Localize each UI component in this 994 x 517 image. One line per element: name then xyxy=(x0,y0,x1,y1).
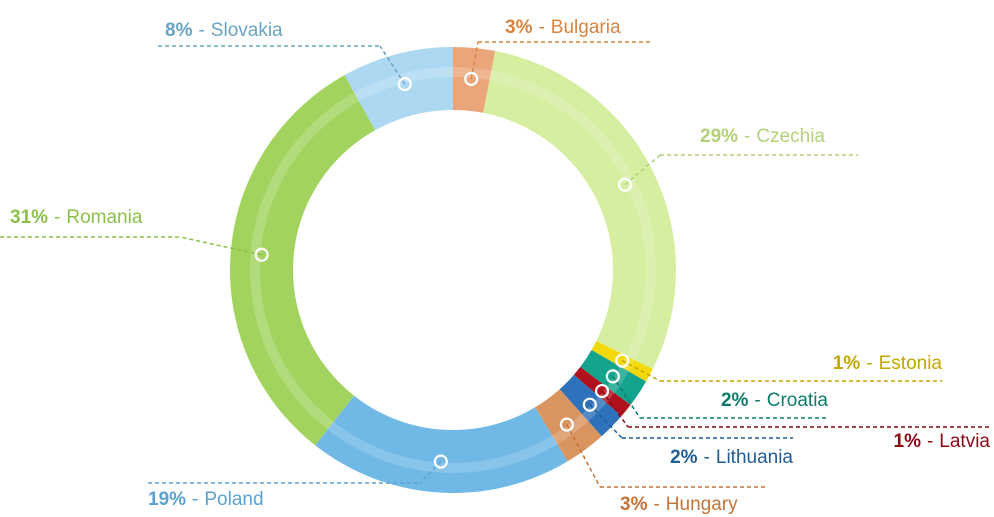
donut-segment xyxy=(315,395,568,493)
segment-marker xyxy=(397,77,412,92)
category-label: Croatia xyxy=(767,390,829,411)
label-separator: - xyxy=(704,447,710,468)
category-label: Slovakia xyxy=(211,20,283,41)
category-label: Estonia xyxy=(879,353,943,374)
leader-line xyxy=(379,45,406,85)
value-label: 19% xyxy=(148,489,186,510)
segment-marker xyxy=(582,397,597,412)
label-separator: - xyxy=(927,431,933,452)
leader-line xyxy=(470,41,479,80)
category-label: Poland xyxy=(204,489,263,510)
data-label: 2% - Croatia xyxy=(721,390,828,411)
donut-segment xyxy=(535,389,602,462)
data-label: 8% - Slovakia xyxy=(165,20,283,41)
leader-line xyxy=(624,154,661,186)
label-separator: - xyxy=(754,390,760,411)
category-label: Latvia xyxy=(939,431,990,452)
segment-marker xyxy=(617,177,633,192)
category-label: Bulgaria xyxy=(551,17,621,38)
data-label: 3% - Hungary xyxy=(620,494,738,515)
value-label: 8% xyxy=(165,20,193,41)
segment-marker xyxy=(433,454,448,469)
category-label: Lithuania xyxy=(716,447,794,468)
donut-segment xyxy=(453,47,496,113)
leader-line xyxy=(419,461,442,484)
donut-segment xyxy=(344,47,453,131)
segment-marker xyxy=(594,383,610,399)
segment-marker xyxy=(615,353,630,368)
segment-marker xyxy=(464,71,479,86)
leader-line xyxy=(612,375,641,419)
leader-line xyxy=(621,360,661,382)
value-label: 2% xyxy=(670,447,698,468)
label-separator: - xyxy=(54,207,60,228)
segment-marker xyxy=(605,369,620,384)
data-label: 2% - Lithuania xyxy=(670,447,793,468)
data-label: 1% - Latvia xyxy=(894,431,991,452)
value-label: 1% xyxy=(894,431,922,452)
donut-segment xyxy=(230,75,376,446)
label-separator: - xyxy=(866,353,872,374)
data-label: 3% - Bulgaria xyxy=(505,17,621,38)
leader-line xyxy=(566,424,601,488)
leader-line xyxy=(589,404,623,439)
value-label: 3% xyxy=(505,17,533,38)
value-label: 3% xyxy=(620,494,648,515)
label-separator: - xyxy=(198,20,204,41)
label-separator: - xyxy=(538,17,544,38)
leader-line xyxy=(601,390,629,428)
category-label: Romania xyxy=(66,207,142,228)
value-label: 1% xyxy=(833,353,861,374)
segment-marker xyxy=(254,247,269,262)
value-label: 29% xyxy=(700,126,738,147)
ring-highlight xyxy=(250,67,656,473)
donut-segment xyxy=(483,51,676,370)
segment-marker xyxy=(559,417,574,432)
data-label: 31% - Romania xyxy=(10,207,143,228)
category-label: Hungary xyxy=(666,494,738,515)
value-label: 31% xyxy=(10,207,48,228)
data-label: 1% - Estonia xyxy=(833,353,943,374)
value-label: 2% xyxy=(721,390,749,411)
label-separator: - xyxy=(653,494,659,515)
label-separator: - xyxy=(744,126,750,147)
label-separator: - xyxy=(192,489,198,510)
data-label: 19% - Poland xyxy=(148,489,264,510)
data-label: 29% - Czechia xyxy=(700,126,825,147)
category-label: Czechia xyxy=(756,126,825,147)
